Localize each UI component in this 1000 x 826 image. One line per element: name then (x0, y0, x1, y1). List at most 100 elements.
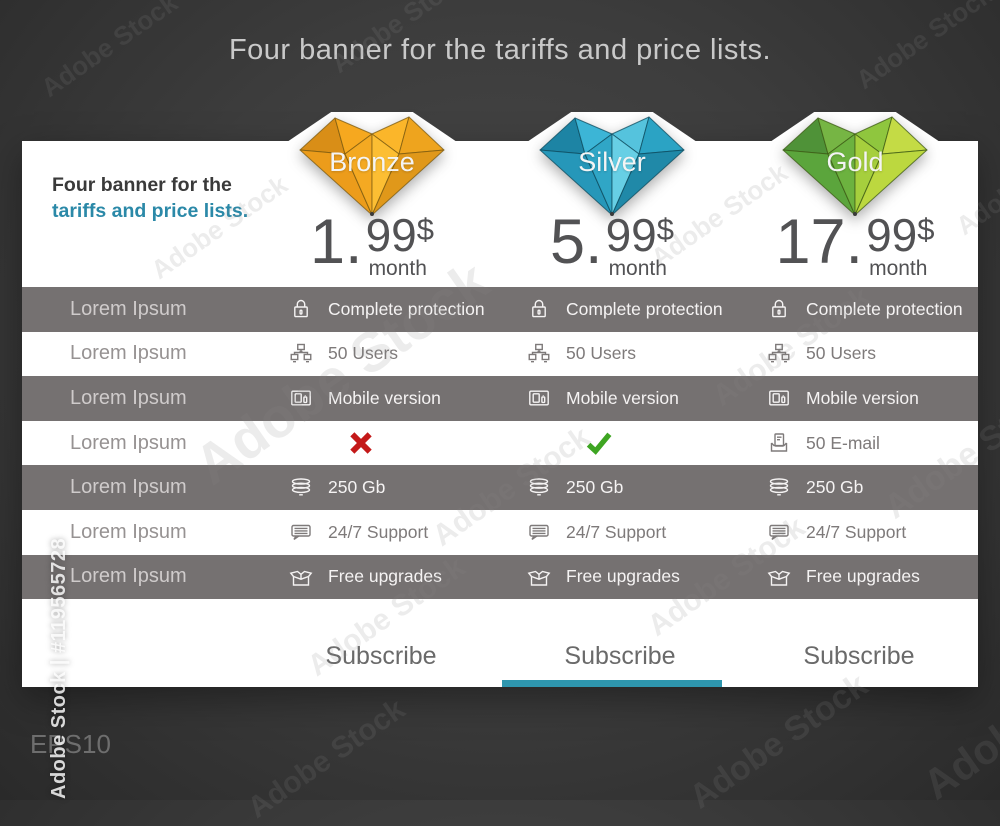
table-row: Lorem Ipsum 250 Gb 250 Gb 250 Gb (22, 465, 978, 510)
subscribe-button-bronze[interactable]: Subscribe (325, 642, 437, 670)
price-frac: 99 (866, 209, 918, 261)
feature-text: 50 Users (806, 343, 877, 364)
price-bronze: 1. 99 $ month (252, 207, 492, 281)
feature-text: 24/7 Support (806, 521, 907, 542)
feature-cell (262, 421, 500, 466)
users-icon (766, 341, 792, 367)
feature-text: 250 Gb (328, 477, 386, 498)
plan-name-bronze: Bronze (329, 147, 415, 177)
mobile-icon (526, 385, 552, 411)
feature-cell: 24/7 Support (262, 510, 500, 555)
watermark-text: Adobe Stock (682, 665, 875, 817)
feature-cell: Complete protection (262, 287, 500, 332)
price-int: 17. (775, 207, 864, 277)
chat-icon (526, 519, 552, 545)
feature-text: Mobile version (806, 387, 919, 408)
feature-text: Complete protection (806, 298, 963, 319)
box-icon (766, 564, 792, 590)
lock-icon (288, 296, 314, 322)
price-silver: 5. 99 $ month (492, 207, 732, 281)
panel-heading-line2: tariffs and price lists. (52, 199, 249, 222)
feature-cell: 50 Users (262, 332, 500, 377)
feature-text: 250 Gb (566, 477, 624, 498)
row-label: Lorem Ipsum (70, 386, 187, 409)
table-row: Lorem Ipsum 50 E-mail (22, 420, 978, 466)
cross-icon (346, 428, 376, 458)
table-row: Lorem Ipsum Mobile version Mobile versio… (22, 376, 978, 421)
gem-icon-silver (539, 116, 685, 216)
price-period: month (368, 256, 427, 280)
price-int: 1. (310, 207, 363, 277)
price-currency: $ (917, 212, 935, 247)
lock-icon (526, 296, 552, 322)
price-currency: $ (416, 212, 434, 247)
feature-cell: Mobile version (740, 376, 978, 421)
feature-text: 50 E-mail (806, 432, 880, 453)
chat-icon (766, 519, 792, 545)
row-label: Lorem Ipsum (70, 342, 187, 365)
feature-cell: 24/7 Support (740, 510, 978, 555)
subscribe-button-silver[interactable]: Subscribe (564, 642, 676, 670)
storage-icon (288, 475, 314, 501)
feature-text: Complete protection (328, 298, 485, 319)
email-icon (766, 430, 792, 456)
feature-text: Free upgrades (566, 566, 680, 587)
plan-name-gold: Gold (826, 147, 884, 177)
table-row: Lorem Ipsum 24/7 Support 24/7 Support 24… (22, 509, 978, 555)
price-currency: $ (656, 212, 674, 247)
feature-cell: Free upgrades (262, 555, 500, 600)
feature-cell: Complete protection (740, 287, 978, 332)
feature-text: 24/7 Support (566, 521, 667, 542)
price-frac: 99 (365, 209, 417, 261)
feature-cell: 24/7 Support (500, 510, 740, 555)
table-row: Lorem Ipsum 50 Users 50 Users 50 Users (22, 331, 978, 377)
row-label: Lorem Ipsum (70, 431, 187, 454)
feature-cell: Free upgrades (740, 555, 978, 600)
feature-cell: Mobile version (500, 376, 740, 421)
feature-text: 24/7 Support (328, 521, 429, 542)
row-label: Lorem Ipsum (70, 565, 187, 588)
feature-cell: 50 Users (500, 332, 740, 377)
feature-cell: 250 Gb (262, 465, 500, 510)
row-label: Lorem Ipsum (70, 520, 187, 543)
box-icon (526, 564, 552, 590)
price-int: 5. (550, 207, 603, 277)
feature-text: Complete protection (566, 298, 723, 319)
lock-icon (766, 296, 792, 322)
price-gold: 17. 99 $ month (735, 207, 975, 281)
feature-cell: 50 E-mail (740, 421, 978, 466)
eps-label: EPS10 (30, 729, 111, 759)
gem-icon-bronze (299, 116, 445, 216)
feature-text: Free upgrades (806, 566, 920, 587)
feature-table: Lorem Ipsum Complete protection Complete… (22, 287, 978, 600)
box-icon (288, 564, 314, 590)
storage-icon (766, 475, 792, 501)
feature-text: 50 Users (328, 343, 399, 364)
pricing-panel: Four banner for the tariffs and price li… (22, 112, 978, 687)
row-label: Lorem Ipsum (70, 297, 187, 320)
table-row: Lorem Ipsum Free upgrades Free upgrades … (22, 554, 978, 600)
price-period: month (608, 256, 667, 280)
gem-icon-gold (782, 116, 928, 216)
price-period: month (869, 256, 928, 280)
page-title: Four banner for the tariffs and price li… (228, 34, 772, 66)
subscribe-row: Subscribe Subscribe Subscribe (22, 642, 978, 671)
feature-cell: Mobile version (262, 376, 500, 421)
plan-header-silver: Silver (522, 112, 702, 216)
feature-cell: 50 Users (740, 332, 978, 377)
feature-text: 50 Users (566, 343, 637, 364)
mobile-icon (766, 385, 792, 411)
watermark-id: Adobe Stock | #119565728 (48, 537, 70, 799)
feature-cell (500, 421, 740, 466)
feature-text: Free upgrades (328, 566, 442, 587)
subscribe-button-gold[interactable]: Subscribe (803, 642, 915, 670)
price-frac: 99 (605, 209, 657, 261)
plan-header-bronze: Bronze (282, 112, 462, 216)
feature-text: Mobile version (566, 387, 679, 408)
feature-cell: 250 Gb (740, 465, 978, 510)
feature-cell: 250 Gb (500, 465, 740, 510)
plan-header-gold: Gold (765, 112, 945, 216)
users-icon (526, 341, 552, 367)
active-plan-underline (502, 680, 722, 687)
storage-icon (526, 475, 552, 501)
